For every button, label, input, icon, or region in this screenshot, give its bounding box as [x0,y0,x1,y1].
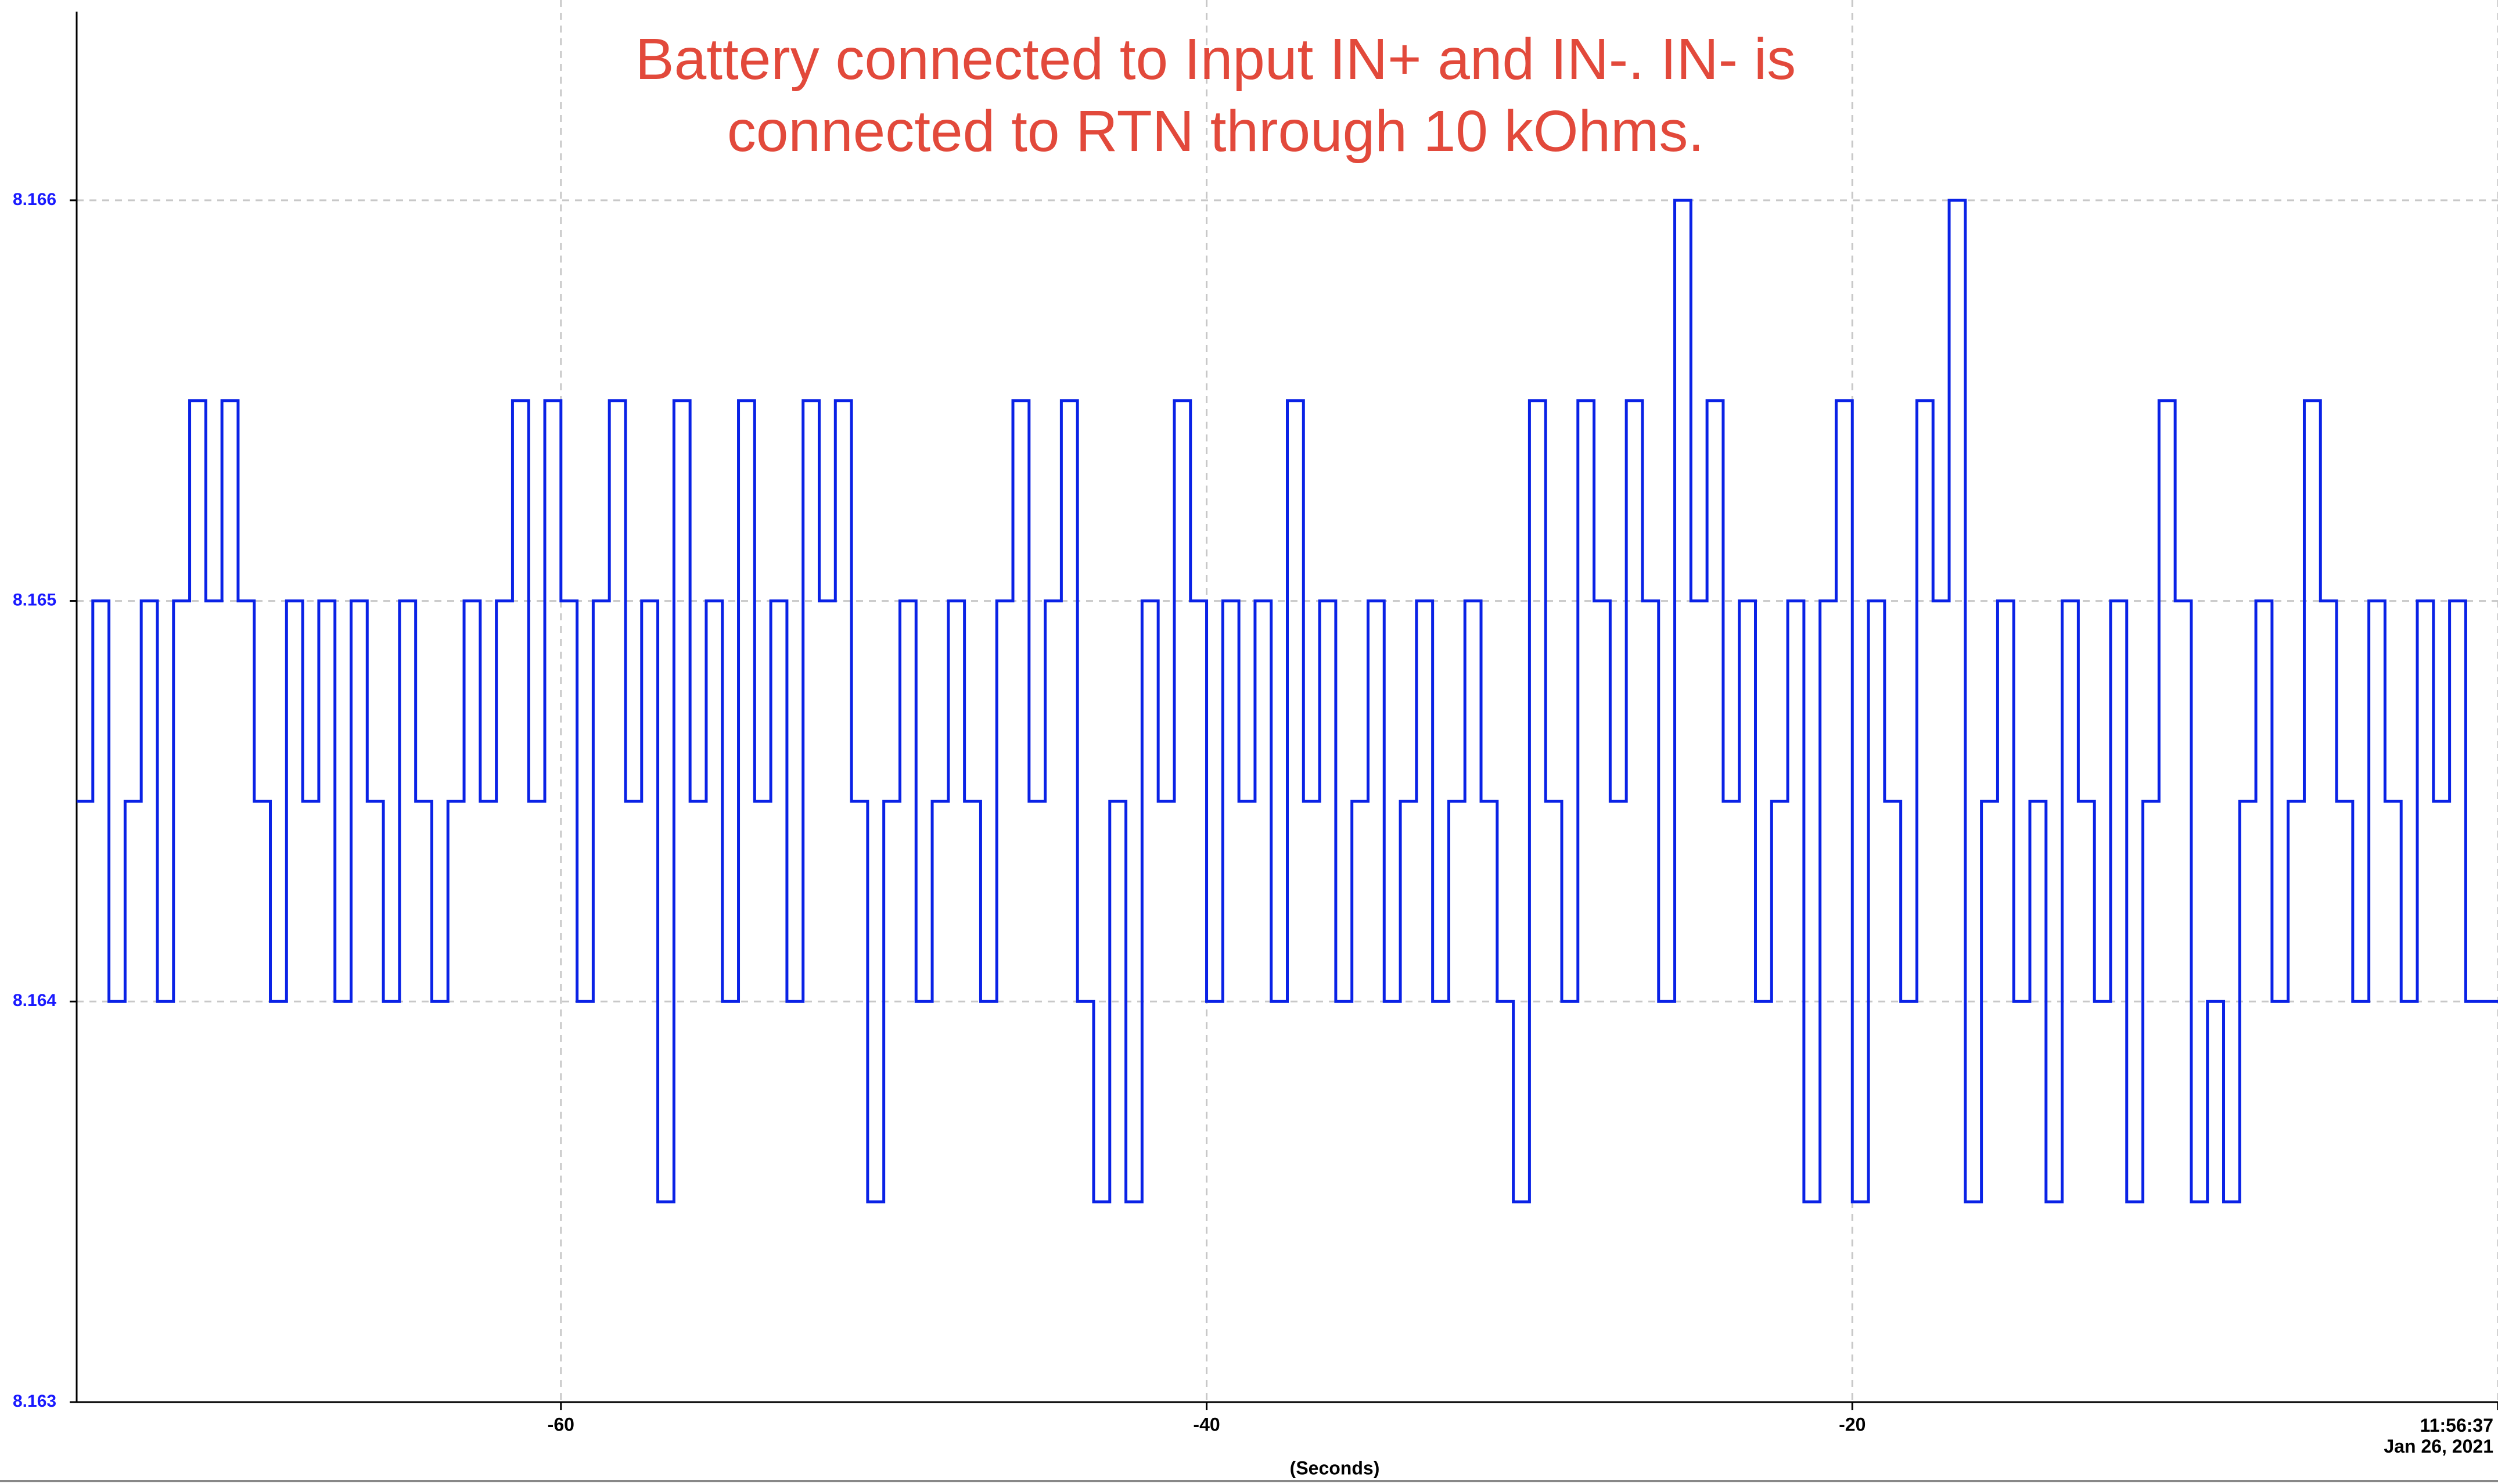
x-axis-label: (Seconds) [1290,1457,1380,1478]
x-tick-label: -40 [1193,1414,1220,1435]
x-tick-label: 11:56:37 Jan 26, 2021 [2384,1415,2493,1457]
y-tick-label: 8.164 [13,991,56,1010]
annotation: Battery connected to Input IN+ and IN-. … [635,27,1796,164]
data-line [77,199,2498,1203]
x-tick-label: -20 [1839,1414,1866,1435]
y-tick-label: 8.166 [13,190,56,209]
y-tick-label: 8.163 [13,1392,56,1411]
x-tick-label: -60 [548,1414,574,1435]
y-tick-label: 8.165 [13,590,56,609]
